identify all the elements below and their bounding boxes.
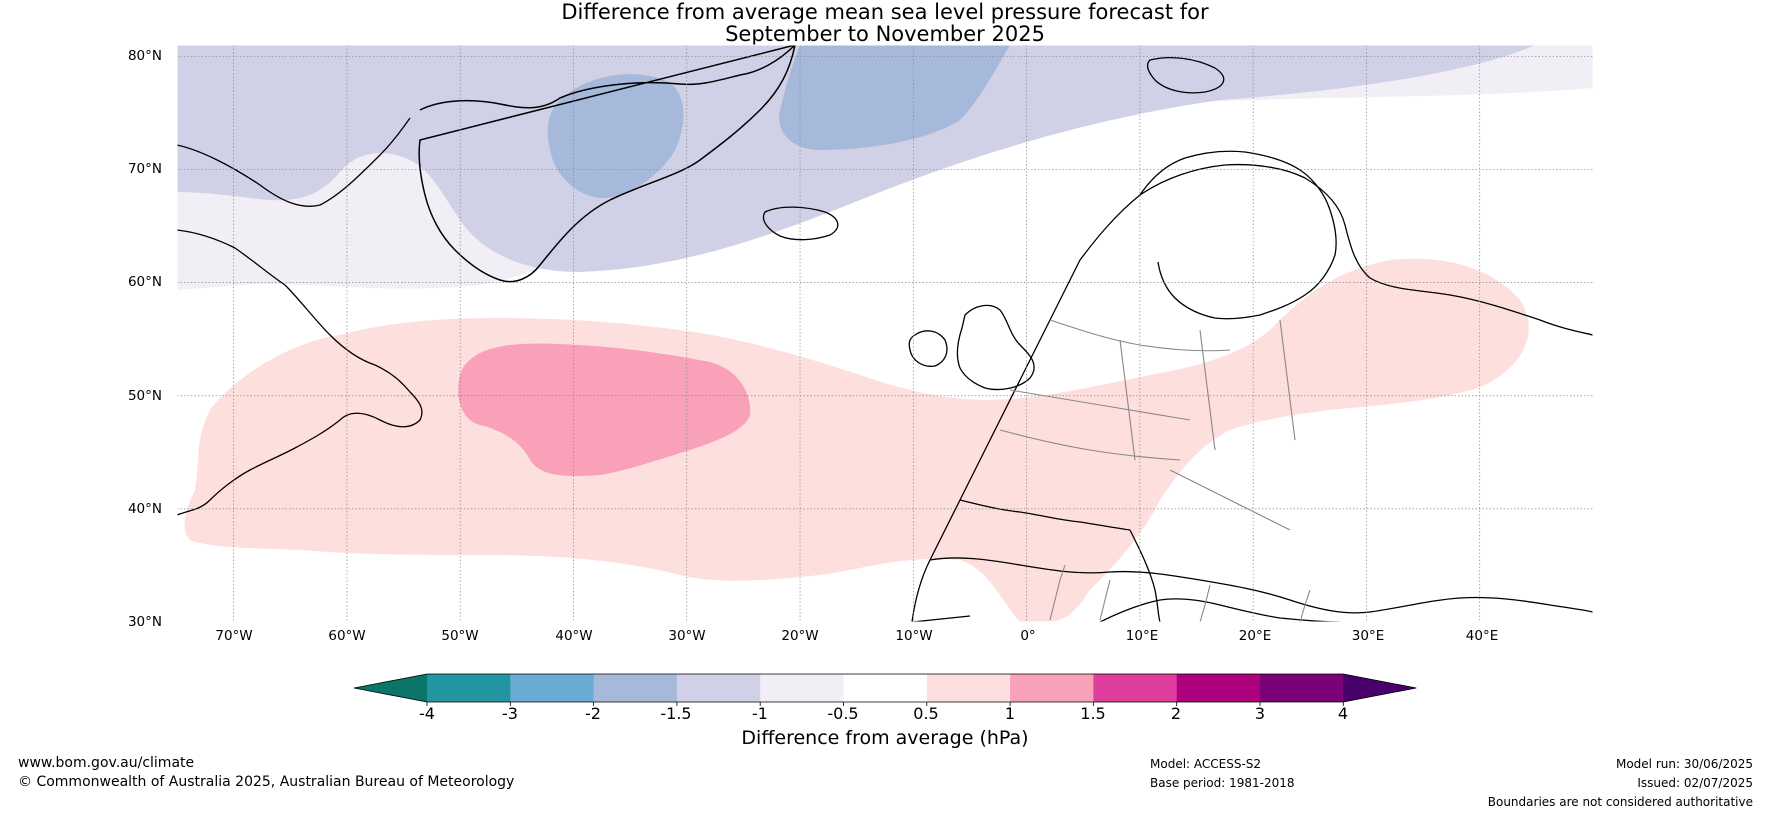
country-borders — [999, 319, 1311, 622]
lon-label-50w: 50°W — [441, 628, 479, 644]
title-line-1: Difference from average mean sea level p… — [561, 0, 1209, 24]
colorbar-tick-label: -2 — [585, 704, 601, 723]
anomaly-field — [177, 45, 1593, 622]
colorbar-swatch — [1010, 674, 1094, 702]
mediterranean-coast — [929, 557, 1593, 614]
colorbar-swatch — [427, 674, 511, 702]
lat-label-70n: 70°N — [127, 161, 162, 177]
lon-label-20w: 20°W — [781, 628, 819, 644]
lat-label-80n: 80°N — [127, 48, 162, 64]
lat-label-30n: 30°N — [127, 614, 162, 630]
colorbar-swatch — [1093, 674, 1178, 702]
lon-label-10e: 10°E — [1125, 628, 1159, 644]
colorbar-tick-label: -1.5 — [660, 704, 692, 723]
iceland-outline — [762, 206, 839, 241]
colorbar-swatch — [593, 674, 678, 702]
footer-base-period: Base period: 1981-2018 — [1150, 776, 1295, 790]
labrador-outline — [177, 284, 423, 516]
title-line-2: September to November 2025 — [725, 22, 1045, 46]
colorbar-swatch — [510, 674, 595, 702]
colorbar-tick-label: 3 — [1254, 704, 1266, 723]
colorbar-title: Difference from average (hPa) — [741, 727, 1029, 749]
lon-label-40w: 40°W — [555, 628, 593, 644]
footer-model-run: Model run: 30/06/2025 — [1615, 757, 1753, 771]
footer-website-link[interactable]: www.bom.gov.au/climate — [18, 755, 195, 771]
lon-label-30w: 30°W — [668, 628, 706, 644]
colorbar-swatch — [760, 674, 844, 702]
colorbar-tick-label: 4 — [1337, 704, 1349, 723]
colorbar-tick-label: -4 — [419, 704, 435, 723]
anomaly-region-blue-north — [779, 45, 1010, 150]
colorbar-tick-label: -0.5 — [827, 704, 859, 723]
colorbar-extension-high — [1343, 674, 1417, 702]
gridlines — [177, 45, 1593, 622]
colorbar-swatch — [843, 674, 928, 702]
lon-label-40e: 40°E — [1465, 628, 1499, 644]
colorbar-tick-label: -3 — [502, 704, 518, 723]
anomaly-region-blue-greenland — [547, 74, 684, 199]
colorbar-tick-label: 2 — [1170, 704, 1182, 723]
africa-coast — [911, 598, 1341, 622]
footer-disclaimer: Boundaries are not considered authoritat… — [1487, 795, 1753, 809]
footer-issued: Issued: 02/07/2025 — [1637, 776, 1753, 790]
svalbard-outline — [1146, 56, 1225, 94]
british-isles-outline — [908, 304, 1035, 391]
colorbar-extension-low — [354, 674, 427, 702]
europe-outline — [911, 163, 1593, 622]
lat-label-60n: 60°N — [127, 274, 162, 290]
colorbar-tick-label: 0.5 — [913, 704, 939, 723]
anomaly-region-pink-core — [458, 343, 751, 477]
lon-label-30e: 30°E — [1351, 628, 1385, 644]
lat-label-40n: 40°N — [127, 501, 162, 517]
colorbar-tick-label: 1 — [1004, 704, 1016, 723]
lon-label-10w: 10°W — [895, 628, 933, 644]
colorbar — [353, 673, 1417, 706]
lon-label-60w: 60°W — [328, 628, 366, 644]
footer-model: Model: ACCESS-S2 — [1150, 757, 1262, 771]
scandinavia-outline — [1139, 150, 1337, 320]
colorbar-tick-label: -1 — [752, 704, 768, 723]
map-frame — [176, 44, 1594, 623]
colorbar-tick-label: 1.5 — [1080, 704, 1106, 723]
colorbar-swatch — [676, 674, 761, 702]
footer-copyright: © Commonwealth of Australia 2025, Austra… — [18, 774, 515, 790]
arctic-canada-outline — [177, 117, 411, 286]
colorbar-swatch — [926, 674, 1011, 702]
lon-label-20e: 20°E — [1238, 628, 1272, 644]
greenland-outline — [418, 45, 796, 283]
lat-label-50n: 50°N — [127, 388, 162, 404]
anomaly-region-lavender — [177, 45, 1535, 272]
lon-label-70w: 70°W — [215, 628, 253, 644]
colorbar-swatch — [1260, 674, 1344, 702]
lon-label-0: 0° — [1020, 628, 1036, 644]
colorbar-swatch — [1176, 674, 1261, 702]
